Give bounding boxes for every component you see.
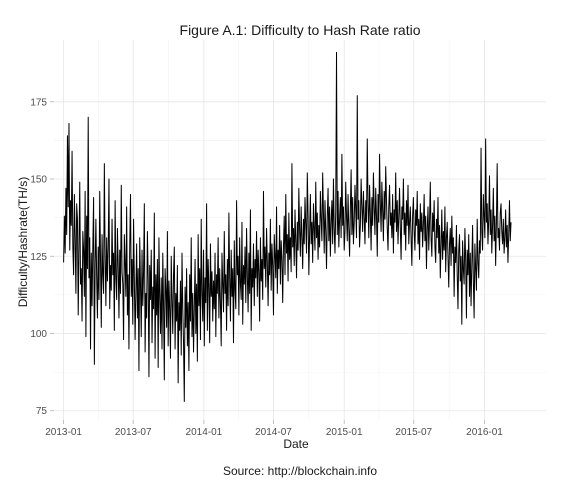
x-tick-label: 2013-07 [115,427,152,438]
series-line [63,51,512,402]
x-axis-title: Date [283,437,309,451]
x-tick-label: 2014-01 [186,427,223,438]
y-tick-label: 100 [30,329,47,340]
source-caption: Source: http://blockchain.info [223,464,377,478]
y-axis-title: Difficulty/Hashrate(TH/s) [16,177,30,307]
x-tick-label: 2016-01 [466,427,503,438]
y-tick-label: 75 [36,406,48,417]
y-axis: 75 100 125 150 175 [30,97,54,417]
x-tick-label: 2015-07 [395,427,432,438]
chart-title: Figure A.1: Difficulty to Hash Rate rati… [180,22,421,38]
y-tick-label: 150 [30,175,47,186]
x-tick-label: 2014-07 [255,427,292,438]
x-tick-label: 2013-01 [45,427,82,438]
minor-gridlines [54,40,546,420]
y-tick-label: 125 [30,252,47,263]
x-axis: 2013-01 2013-07 2014-01 2014-07 2015-01 2015-… [45,420,503,438]
y-tick-label: 175 [30,97,47,108]
series-layer [63,51,512,402]
x-tick-label: 2015-01 [326,427,363,438]
